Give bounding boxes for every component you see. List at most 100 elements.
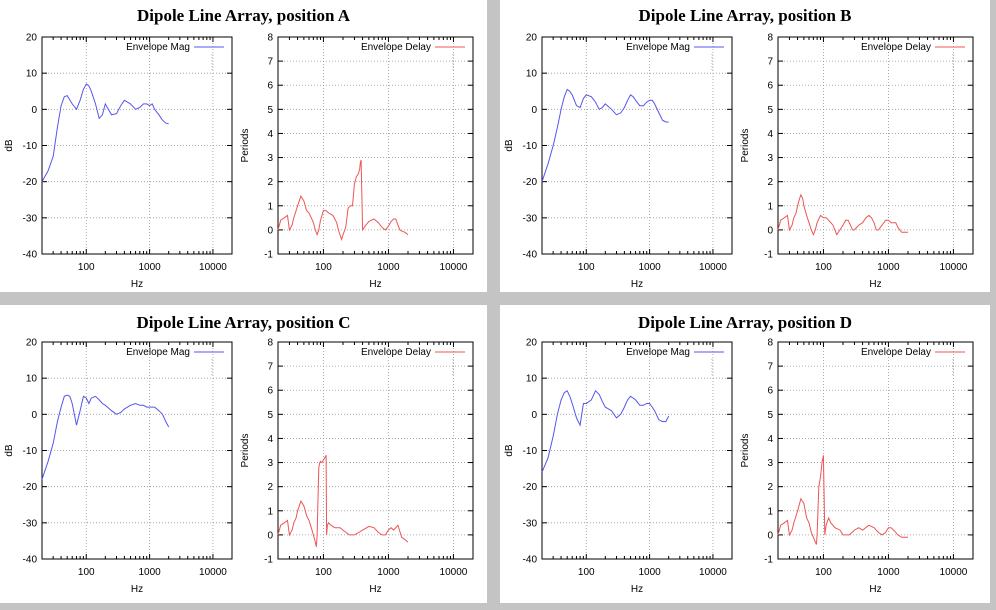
y-tick-label: 1 [767, 201, 773, 212]
x-axis-label: Hz [369, 279, 381, 290]
panel-position-d: Dipole Line Array, position D -40 -30 -20-… [500, 305, 990, 603]
legend-label: Envelope Delay [361, 347, 431, 358]
x-tick-label: 10000 [440, 567, 468, 578]
panel-position-b: Dipole Line Array, position B -40 -30 -20-… [500, 0, 990, 292]
y-axis-label: dB [4, 444, 15, 457]
y-tick-label: 3 [267, 153, 273, 164]
y-tick-label: 4 [767, 434, 773, 445]
x-tick-label: 1000 [638, 262, 661, 273]
x-tick-label: 100 [815, 262, 832, 273]
y-axis-label: Periods [740, 434, 751, 468]
panel-position-a: Dipole Line Array, position A -40 -30 -20 -… [0, 0, 487, 292]
y-tick-label: 1 [267, 201, 273, 212]
x-tick-label: 1000 [877, 262, 900, 273]
envelope-delay-line [277, 455, 409, 548]
legend-label: Envelope Delay [861, 347, 931, 358]
plot-frame [41, 36, 233, 255]
x-tick-label: 100 [78, 567, 95, 578]
y-tick-label: 20 [526, 338, 538, 349]
y-tick-label: -10 [23, 141, 38, 152]
envelope-delay-line [777, 193, 908, 237]
legend-label: Envelope Delay [861, 42, 931, 53]
y-tick-label: 10 [26, 69, 38, 80]
y-tick-label: 8 [767, 33, 773, 44]
y-tick-label: 0 [267, 530, 273, 541]
panel-title: Dipole Line Array, position A [137, 6, 350, 25]
y-tick-label: 1 [767, 506, 773, 517]
y-tick-label: 0 [531, 410, 537, 421]
y-tick-label: 4 [767, 129, 773, 140]
legend-label: Envelope Mag [626, 42, 690, 53]
y-tick-label: -1 [764, 555, 773, 566]
y-tick-label: 7 [767, 362, 773, 373]
x-tick-label: 100 [815, 567, 832, 578]
y-tick-label: -40 [23, 250, 38, 261]
y-tick-label: -20 [23, 177, 38, 188]
x-tick-label: 1000 [138, 567, 161, 578]
x-tick-label: 100 [578, 262, 595, 273]
y-tick-label: 0 [31, 410, 37, 421]
delay-chart: -1 0 1 2 3 4 5 6 7 8 100 1000 10000 Hz Periods Envelope… [740, 33, 974, 290]
y-tick-label: -10 [523, 141, 538, 152]
y-tick-label: -1 [264, 250, 273, 261]
y-tick-label: -20 [523, 482, 538, 493]
y-tick-label: 2 [767, 482, 773, 493]
y-tick-label: -10 [23, 446, 38, 457]
plot-frame [541, 36, 733, 255]
y-tick-label: 8 [267, 338, 273, 349]
x-axis-label: Hz [869, 584, 881, 595]
y-tick-label: -1 [764, 250, 773, 261]
envelope-delay-line [777, 455, 908, 545]
y-tick-label: 6 [767, 386, 773, 397]
x-axis-label: Hz [869, 279, 881, 290]
y-tick-label: 0 [531, 105, 537, 116]
envelope-mag-line [41, 83, 169, 182]
plot-frame [777, 36, 974, 255]
y-tick-label: 5 [767, 105, 773, 116]
y-axis-label: dB [4, 139, 15, 152]
y-tick-label: 6 [767, 81, 773, 92]
x-tick-label: 100 [578, 567, 595, 578]
panel-position-c: Dipole Line Array, position C -40 -30 -20-… [0, 305, 487, 603]
mag-chart: -40 -30 -20 -10 0 10 20 100 1000 10000 Hz dB Envelop… [4, 33, 233, 290]
plot-frame [777, 341, 974, 560]
y-tick-label: 5 [267, 105, 273, 116]
y-tick-label: -30 [523, 518, 538, 529]
y-axis-label: Periods [240, 434, 251, 468]
y-axis-label: Periods [240, 129, 251, 163]
x-axis-label: Hz [131, 584, 143, 595]
y-tick-label: 0 [767, 530, 773, 541]
x-tick-label: 1000 [377, 567, 400, 578]
y-tick-label: 10 [526, 374, 538, 385]
y-axis-label: dB [504, 139, 515, 152]
x-tick-label: 1000 [638, 567, 661, 578]
y-tick-label: 2 [267, 482, 273, 493]
y-tick-label: 2 [267, 177, 273, 188]
y-tick-label: -40 [523, 250, 538, 261]
x-tick-label: 1000 [877, 567, 900, 578]
y-tick-label: 4 [267, 434, 273, 445]
y-tick-label: 0 [267, 225, 273, 236]
envelope-mag-line [541, 88, 669, 182]
mag-chart: -40 -30 -20 -10 0 10 20 100 1000 10000 Hz dB Envelop… [4, 338, 233, 595]
y-tick-label: 0 [767, 225, 773, 236]
y-tick-label: -30 [23, 213, 38, 224]
mag-chart: -40 -30 -20 -10 0 10 20 100 1000 10000 Hz dB Envelop… [504, 33, 733, 290]
y-tick-label: -30 [23, 518, 38, 529]
envelope-mag-line [541, 389, 670, 473]
x-tick-label: 100 [315, 262, 332, 273]
mag-chart: -40 -30 -20 -10 0 10 20 100 1000 10000 Hz dB Envelop… [504, 338, 733, 595]
y-tick-label: -10 [523, 446, 538, 457]
legend-label: Envelope Mag [126, 347, 190, 358]
x-tick-label: 100 [78, 262, 95, 273]
envelope-mag-line [41, 394, 170, 480]
y-tick-label: 3 [267, 458, 273, 469]
x-tick-label: 1000 [377, 262, 400, 273]
y-tick-label: 20 [526, 33, 538, 44]
panel-title: Dipole Line Array, position B [638, 6, 852, 25]
y-tick-label: 1 [267, 506, 273, 517]
y-tick-label: 7 [767, 57, 773, 68]
